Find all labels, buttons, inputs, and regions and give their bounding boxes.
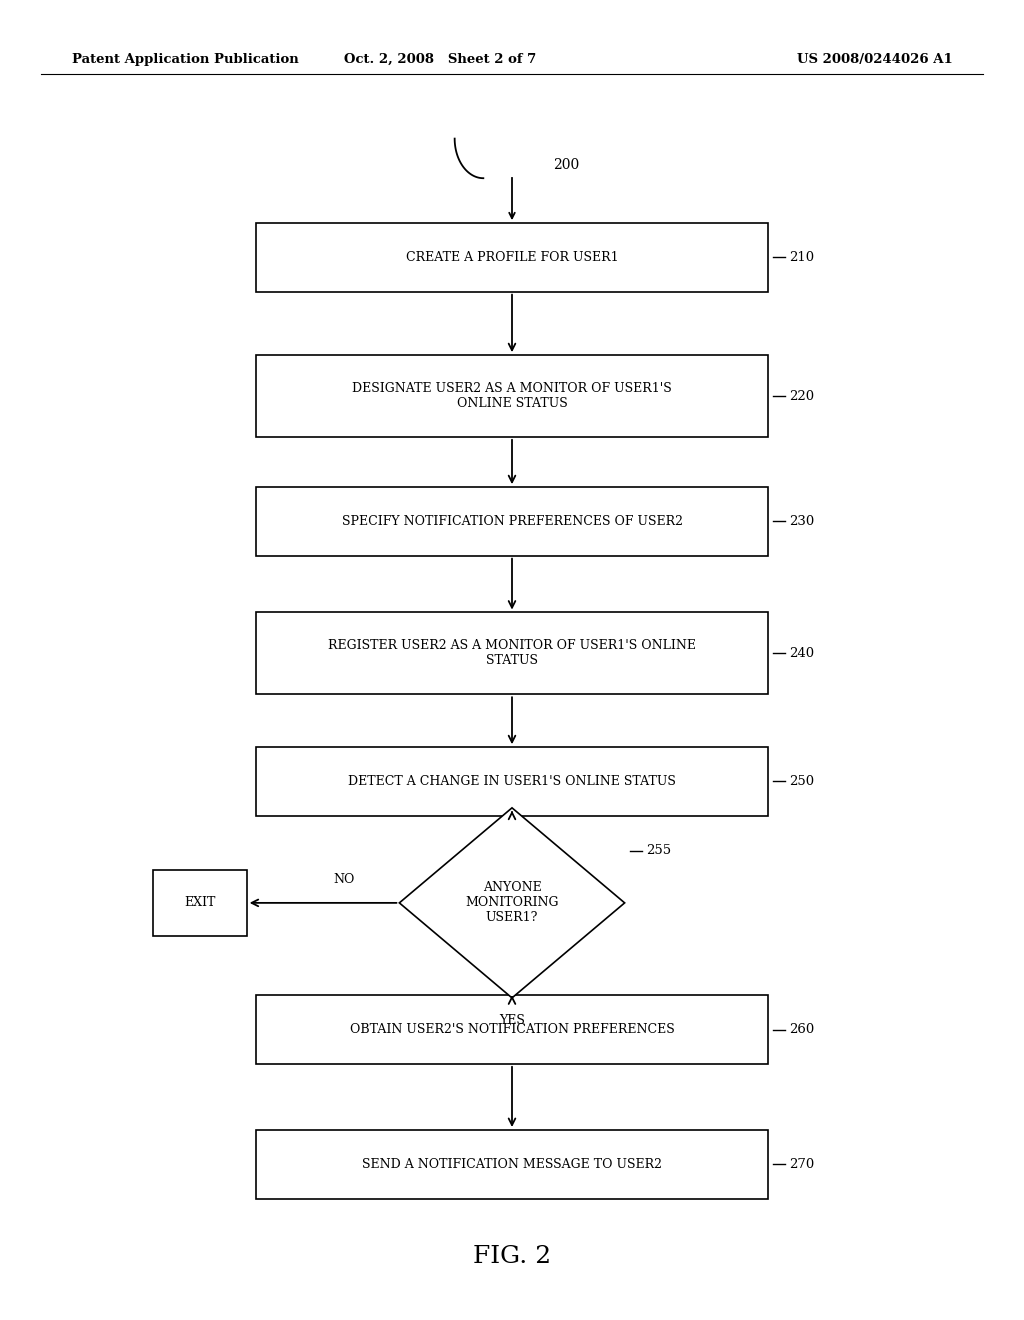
Text: OBTAIN USER2'S NOTIFICATION PREFERENCES: OBTAIN USER2'S NOTIFICATION PREFERENCES (349, 1023, 675, 1036)
FancyBboxPatch shape (256, 1130, 768, 1199)
Text: 220: 220 (790, 389, 815, 403)
Text: YES: YES (499, 1014, 525, 1027)
Text: Oct. 2, 2008   Sheet 2 of 7: Oct. 2, 2008 Sheet 2 of 7 (344, 53, 537, 66)
Text: US 2008/0244026 A1: US 2008/0244026 A1 (797, 53, 952, 66)
FancyBboxPatch shape (256, 355, 768, 437)
Text: 210: 210 (790, 251, 815, 264)
Text: 230: 230 (790, 515, 815, 528)
FancyBboxPatch shape (256, 487, 768, 556)
Text: 200: 200 (553, 158, 580, 172)
Text: 250: 250 (790, 775, 815, 788)
FancyBboxPatch shape (153, 870, 247, 936)
FancyBboxPatch shape (256, 747, 768, 816)
Text: SEND A NOTIFICATION MESSAGE TO USER2: SEND A NOTIFICATION MESSAGE TO USER2 (362, 1158, 662, 1171)
Text: NO: NO (333, 873, 354, 886)
Text: FIG. 2: FIG. 2 (473, 1245, 551, 1269)
Text: 260: 260 (790, 1023, 815, 1036)
Text: 240: 240 (790, 647, 815, 660)
FancyBboxPatch shape (256, 995, 768, 1064)
Text: 255: 255 (646, 843, 672, 857)
Text: ANYONE
MONITORING
USER1?: ANYONE MONITORING USER1? (465, 882, 559, 924)
Text: 270: 270 (790, 1158, 815, 1171)
Text: DETECT A CHANGE IN USER1'S ONLINE STATUS: DETECT A CHANGE IN USER1'S ONLINE STATUS (348, 775, 676, 788)
Text: Patent Application Publication: Patent Application Publication (72, 53, 298, 66)
Text: DESIGNATE USER2 AS A MONITOR OF USER1'S
ONLINE STATUS: DESIGNATE USER2 AS A MONITOR OF USER1'S … (352, 381, 672, 411)
FancyBboxPatch shape (256, 612, 768, 694)
Text: REGISTER USER2 AS A MONITOR OF USER1'S ONLINE
STATUS: REGISTER USER2 AS A MONITOR OF USER1'S O… (328, 639, 696, 668)
Text: SPECIFY NOTIFICATION PREFERENCES OF USER2: SPECIFY NOTIFICATION PREFERENCES OF USER… (341, 515, 683, 528)
Text: CREATE A PROFILE FOR USER1: CREATE A PROFILE FOR USER1 (406, 251, 618, 264)
FancyBboxPatch shape (256, 223, 768, 292)
Text: EXIT: EXIT (184, 896, 215, 909)
Polygon shape (399, 808, 625, 998)
